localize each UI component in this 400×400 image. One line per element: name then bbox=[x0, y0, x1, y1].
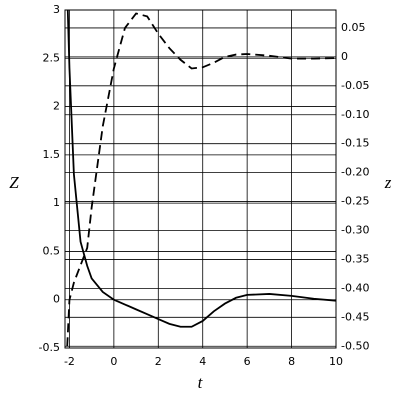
y-tick-label: -0.5 bbox=[39, 341, 60, 354]
series-line bbox=[66, 12, 336, 347]
y2-tick-label: -0.10 bbox=[341, 108, 369, 121]
y2-tick-label: -0.30 bbox=[341, 224, 369, 237]
x-tick-label: 4 bbox=[199, 355, 206, 368]
y2-tick-label: -0.35 bbox=[341, 252, 369, 265]
y2-tick-label: 0 bbox=[341, 50, 348, 63]
x-axis-label: t bbox=[198, 373, 204, 392]
plot-frame bbox=[64, 9, 337, 349]
y2-tick-label: -0.20 bbox=[341, 166, 369, 179]
x-tick-label: 10 bbox=[329, 355, 343, 368]
y2-tick-label: -0.05 bbox=[341, 79, 369, 92]
x-tick-label: 8 bbox=[288, 355, 295, 368]
y2-tick-label: -0.25 bbox=[341, 195, 369, 208]
x-tick-label: 2 bbox=[155, 355, 162, 368]
x-tick-label: 6 bbox=[244, 355, 251, 368]
y-tick-label: 2.5 bbox=[43, 51, 61, 64]
y-tick-label: 0 bbox=[53, 293, 60, 306]
y-tick-label: 0.5 bbox=[43, 244, 61, 257]
y-tick-label: 1.5 bbox=[43, 148, 61, 161]
y-tick-label: 3 bbox=[53, 3, 60, 16]
y-axis-label: Z bbox=[9, 173, 19, 192]
y-tick-label: 2 bbox=[53, 100, 60, 113]
x-tick-label: 0 bbox=[110, 355, 117, 368]
y2-tick-label: -0.40 bbox=[341, 281, 369, 294]
series-line bbox=[66, 10, 336, 328]
y2-tick-label: -0.45 bbox=[341, 310, 369, 323]
y2-axis-label: z bbox=[384, 173, 392, 192]
y2-tick-label: 0.05 bbox=[341, 21, 366, 34]
y2-tick-label: -0.15 bbox=[341, 137, 369, 150]
y-tick-label: 1 bbox=[53, 196, 60, 209]
y2-tick-label: -0.50 bbox=[341, 339, 369, 352]
x-tick-label: -2 bbox=[64, 355, 75, 368]
